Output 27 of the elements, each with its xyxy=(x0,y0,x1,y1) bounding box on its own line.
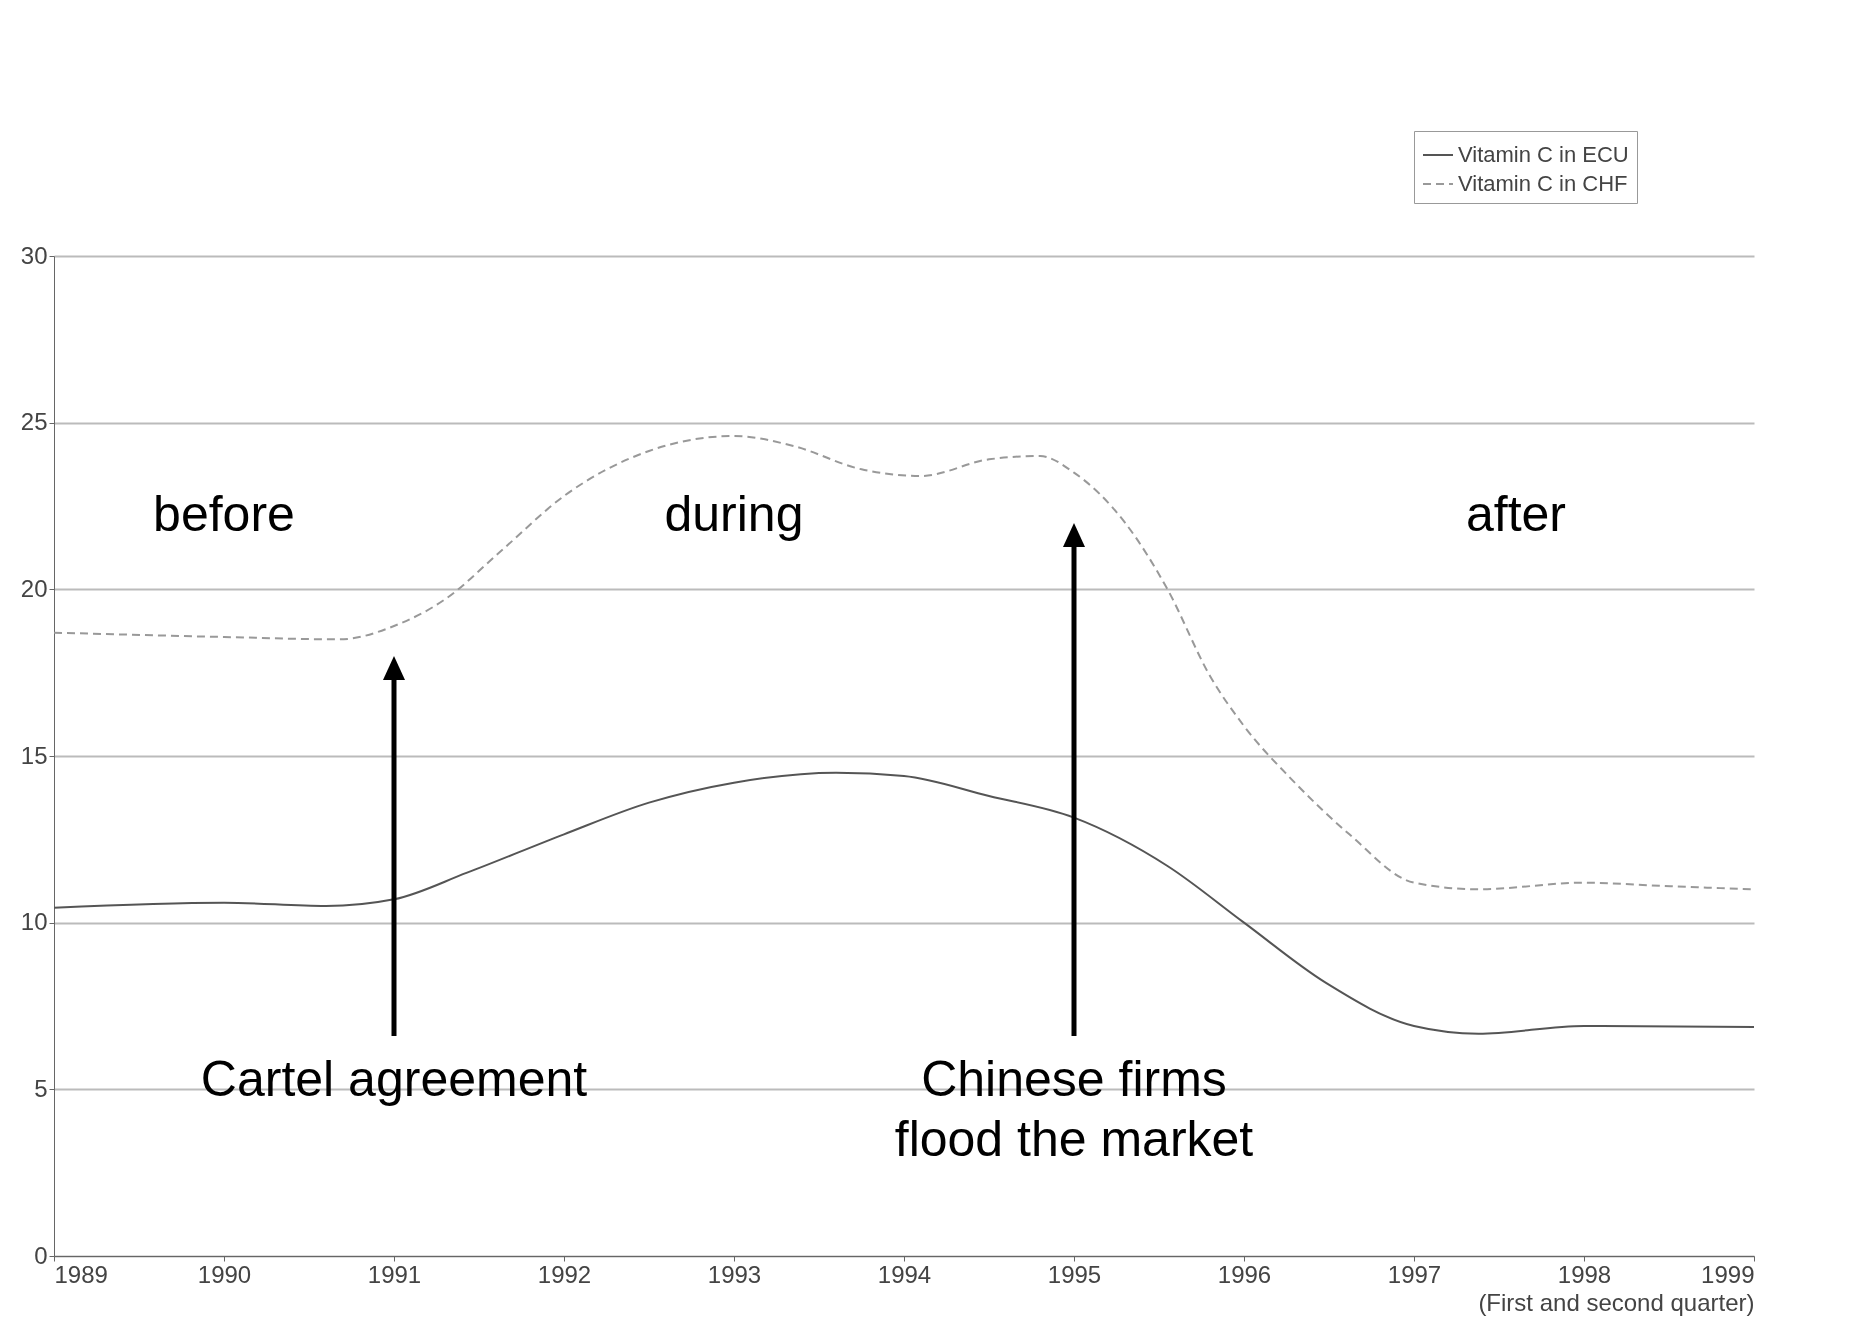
line-series xyxy=(53,771,1755,1035)
x-tick-label: 1998 xyxy=(1557,1260,1612,1288)
x-tick-label: 1996 xyxy=(1217,1260,1272,1288)
annotation: Cartel agreement xyxy=(200,1051,588,1107)
x-tick-label: 1997 xyxy=(1387,1260,1442,1288)
x-tick-label: 1995 xyxy=(1047,1260,1102,1288)
y-tick-label: 25 xyxy=(20,408,48,436)
annotation: after xyxy=(1465,486,1567,542)
x-tick-label: 1991 xyxy=(367,1260,422,1288)
y-tick-label: 10 xyxy=(20,908,48,936)
legend-label: Vitamin C in ECU xyxy=(1458,142,1629,167)
annotation: Chinese firms flood the market xyxy=(894,1051,1254,1167)
y-tick-label: 5 xyxy=(34,1074,48,1102)
x-tick-label: 1993 xyxy=(707,1260,762,1288)
y-tick-label: 0 xyxy=(34,1241,48,1269)
x-tick-label: 1992 xyxy=(537,1260,592,1288)
x-tick-label: 1989 xyxy=(54,1260,108,1288)
x-tick-label: 1994 xyxy=(877,1260,932,1288)
y-tick-label: 20 xyxy=(20,574,48,602)
legend-label: Vitamin C in CHF xyxy=(1458,171,1628,196)
x-axis-title: (First and second quarter) xyxy=(1478,1288,1755,1316)
y-tick-label: 15 xyxy=(20,741,48,769)
x-tick-label: 1990 xyxy=(197,1260,252,1288)
annotation: during xyxy=(664,486,804,542)
y-tick-label: 30 xyxy=(20,241,48,269)
x-tick-label: 1999 xyxy=(1701,1260,1755,1288)
annotation: before xyxy=(153,486,295,542)
